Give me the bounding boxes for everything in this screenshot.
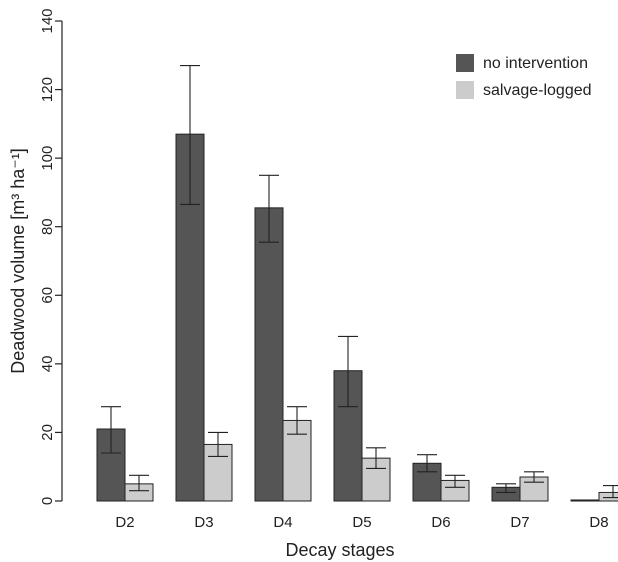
y-tick-label: 140	[39, 8, 56, 33]
x-tick-label-d3: D3	[194, 514, 213, 531]
y-tick-label: 40	[39, 356, 56, 373]
error-bar-d3-no-intervention	[180, 65, 200, 205]
y-tick-label: 80	[39, 218, 56, 235]
bar-d4-no-intervention	[254, 207, 284, 502]
y-axis: 0 20 40 60 80 100 120 140	[39, 8, 63, 505]
error-bar-d2-salvage-logged	[129, 474, 149, 492]
error-bar-d4-salvage-logged	[287, 406, 307, 435]
x-tick-label-d4: D4	[273, 514, 292, 531]
legend-label-salvage-logged: salvage-logged	[483, 82, 592, 99]
legend: no intervention salvage-logged	[456, 54, 592, 99]
y-tick-label: 20	[39, 424, 56, 441]
error-bar-d2-no-intervention	[101, 406, 121, 454]
error-bars	[101, 65, 618, 499]
error-bar-d5-salvage-logged	[366, 447, 386, 469]
bars	[96, 133, 618, 502]
error-bar-d5-no-intervention	[338, 335, 358, 408]
y-tick-label: 60	[39, 287, 56, 304]
legend-swatch-salvage-logged	[456, 81, 474, 99]
legend-label-no-intervention: no intervention	[483, 55, 588, 72]
y-axis-title: Deadwood volume [m³ ha⁻¹]	[8, 148, 28, 374]
error-bar-d8-salvage-logged	[603, 485, 618, 499]
y-tick-label: 0	[39, 497, 56, 505]
x-axis-title: Decay stages	[285, 540, 394, 560]
x-tick-label-d7: D7	[510, 514, 529, 531]
error-bar-d4-no-intervention	[259, 174, 279, 243]
x-tick-label-d5: D5	[352, 514, 371, 531]
x-tick-label-d8: D8	[589, 514, 608, 531]
bar-d8-salvage-logged	[598, 491, 618, 502]
x-tick-label-d2: D2	[115, 514, 134, 531]
legend-swatch-no-intervention	[456, 54, 474, 72]
error-bar-d6-no-intervention	[417, 454, 437, 473]
y-tick-label: 120	[39, 77, 56, 102]
x-axis: D2 D3 D4 D5 D6 D7 D8	[115, 514, 608, 531]
y-tick-label: 100	[39, 146, 56, 171]
error-bar-d7-salvage-logged	[524, 471, 544, 483]
x-tick-label-d6: D6	[431, 514, 450, 531]
error-bar-d3-salvage-logged	[208, 431, 228, 457]
bar-d8-no-intervention	[570, 499, 600, 502]
error-bar-d7-no-intervention	[496, 483, 516, 493]
error-bar-d6-salvage-logged	[445, 474, 465, 488]
